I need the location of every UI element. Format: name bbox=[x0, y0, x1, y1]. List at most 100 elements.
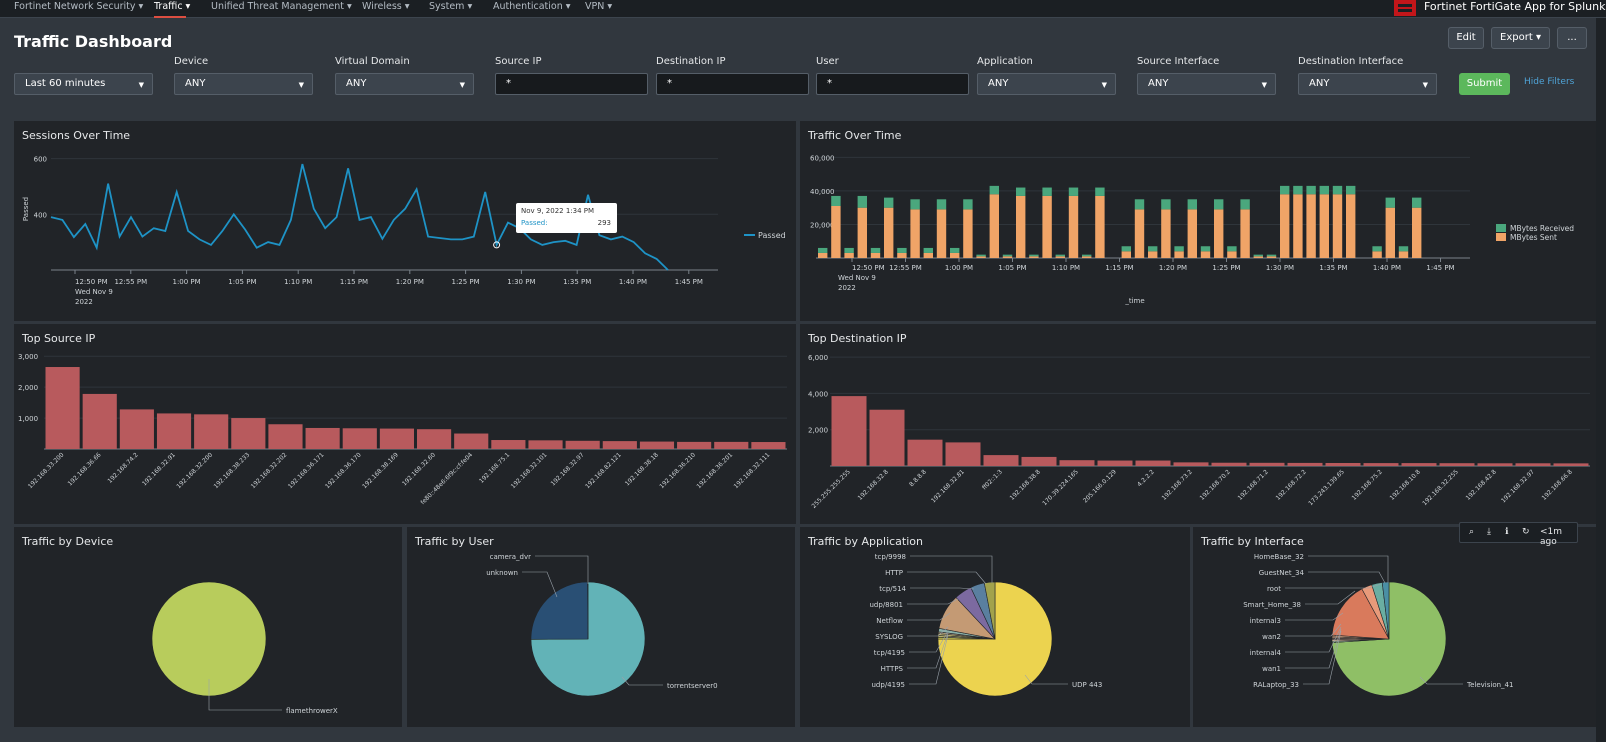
leader-line bbox=[910, 587, 975, 590]
x-tick-label: 1:00 PM bbox=[945, 264, 973, 272]
nav-wireless[interactable]: Wireless ▾ bbox=[362, 1, 410, 12]
export-button[interactable]: Export ▾ bbox=[1491, 27, 1550, 49]
pie-label: wan1 bbox=[1262, 665, 1281, 673]
nav-unified-threat-management[interactable]: Unified Threat Management ▾ bbox=[211, 1, 352, 12]
bar-mbytes-received bbox=[1214, 199, 1224, 210]
fortinet-logo-icon bbox=[1394, 0, 1416, 16]
bar-192-168-72-2 bbox=[1287, 462, 1323, 466]
bar-192-168-36-210 bbox=[677, 441, 712, 449]
bar-mbytes-sent bbox=[844, 252, 854, 258]
bar-mbytes-sent bbox=[884, 207, 894, 258]
pie-label: Smart_Home_38 bbox=[1243, 601, 1301, 609]
application-pie-chart[interactable]: tcp/9998 HTTP tcp/514 udp/8801 Netflow SYSLOG… bbox=[800, 527, 1190, 727]
destination-ip-input[interactable]: * bbox=[656, 73, 809, 95]
bar-mbytes-received bbox=[989, 185, 999, 195]
submit-button[interactable]: Submit bbox=[1459, 73, 1510, 95]
bar-192-168-10-8 bbox=[1401, 463, 1437, 466]
download-icon[interactable]: ⤓ bbox=[1487, 527, 1491, 537]
bar-205-166-0-129 bbox=[1097, 460, 1133, 466]
bar-mbytes-received bbox=[950, 247, 960, 253]
pie-label: internal3 bbox=[1250, 617, 1281, 625]
bar-mbytes-sent bbox=[1306, 194, 1316, 258]
sessions-line-chart[interactable]: 600 400 Passed 12:50 PM 12:55 PM 1:00 PM 1:05 … bbox=[14, 121, 796, 321]
bar-mbytes-sent bbox=[1055, 256, 1065, 258]
leader-line bbox=[1285, 612, 1344, 621]
sessions-over-time-panel: Sessions Over Time 600 400 Passed 12:50 PM 1… bbox=[14, 121, 796, 321]
nav-authentication[interactable]: Authentication ▾ bbox=[493, 1, 571, 12]
bar-mbytes-received bbox=[1412, 197, 1422, 208]
bar-mbytes-sent bbox=[1385, 207, 1395, 258]
more-actions-button[interactable]: ... bbox=[1557, 27, 1587, 49]
leader-line bbox=[907, 626, 949, 637]
x-tick-label: 1:15 PM bbox=[1105, 264, 1133, 272]
bar-ff02--1-3 bbox=[983, 455, 1019, 466]
source-ip-input[interactable]: * bbox=[495, 73, 648, 95]
bar-mbytes-sent bbox=[818, 252, 828, 258]
nav-traffic[interactable]: Traffic ▾ bbox=[154, 1, 191, 12]
y-tick-label: 6,000 bbox=[808, 354, 828, 362]
bar-mbytes-sent bbox=[1082, 256, 1092, 258]
hide-filters-link[interactable]: Hide Filters bbox=[1524, 77, 1575, 87]
bar-173-243-139-65 bbox=[1325, 463, 1361, 466]
application-dropdown[interactable]: ANY ▼ bbox=[977, 73, 1116, 95]
bar-192-168-32-81 bbox=[945, 442, 981, 466]
bar-mbytes-received bbox=[870, 247, 881, 253]
search-icon[interactable]: ⌕ bbox=[1469, 527, 1475, 537]
x-tick-label: 12:50 PM bbox=[852, 264, 885, 272]
vdom-dropdown[interactable]: ANY ▼ bbox=[335, 73, 474, 95]
source-interface-dropdown[interactable]: ANY ▼ bbox=[1137, 73, 1276, 95]
bar-192-168-42-8 bbox=[1477, 463, 1513, 466]
bar-mbytes-sent bbox=[1280, 194, 1290, 258]
vdom-value: ANY bbox=[346, 78, 367, 89]
x-tick-label: 12:55 PM bbox=[114, 278, 147, 286]
destination-interface-dropdown[interactable]: ANY ▼ bbox=[1298, 73, 1437, 95]
bar-192-168-38-169 bbox=[379, 428, 414, 449]
bar-mbytes-sent bbox=[989, 194, 999, 258]
bar-mbytes-received bbox=[910, 199, 920, 210]
x-tick-label: 192.168.32.8 bbox=[857, 468, 890, 501]
traffic-by-application-panel: Traffic by Application tcp/9998 HTTP tcp/5… bbox=[800, 527, 1190, 727]
traffic-stacked-bar-chart[interactable]: 60,000 40,000 20,000 12:50 PM 12:55 PM 1:00 P… bbox=[800, 121, 1596, 321]
bar-mbytes-sent bbox=[936, 209, 947, 258]
nav-vpn[interactable]: VPN ▾ bbox=[585, 1, 613, 12]
nav-fortinet-network-security[interactable]: Fortinet Network Security ▾ bbox=[14, 1, 144, 12]
pie-slice-torrentserver0 bbox=[530, 581, 646, 697]
device-pie-chart[interactable]: flamethrowerX bbox=[14, 527, 402, 727]
series-line-passed bbox=[50, 163, 669, 271]
nav-system[interactable]: System ▾ bbox=[429, 1, 473, 12]
user-input[interactable]: * bbox=[816, 73, 969, 95]
info-icon[interactable]: ℹ bbox=[1505, 527, 1509, 537]
leader-line bbox=[1285, 628, 1342, 669]
x-tick-label: 192.168.36.201 bbox=[695, 451, 734, 490]
user-filter-label: User bbox=[816, 56, 839, 67]
bar-192-168-32-91 bbox=[156, 413, 192, 449]
bar-mbytes-received bbox=[1174, 246, 1184, 252]
bar-mbytes-sent bbox=[950, 252, 960, 258]
bar-mbytes-received bbox=[884, 197, 894, 208]
x-tick-label: 192.168.32.97 bbox=[1500, 468, 1536, 504]
bar-mbytes-sent bbox=[1148, 251, 1158, 258]
refresh-icon[interactable]: ↻ bbox=[1522, 527, 1530, 537]
edit-button[interactable]: Edit bbox=[1448, 27, 1484, 49]
chevron-down-icon: ▼ bbox=[1101, 81, 1107, 89]
bar-4-2-2-2 bbox=[1135, 460, 1171, 466]
panel-title: Traffic Over Time bbox=[808, 129, 902, 142]
top-source-ip-panel: Top Source IP 3,000 2,000 1,000 192.168.33.… bbox=[14, 324, 796, 524]
traffic-over-time-panel: Traffic Over Time 60,000 40,000 20,000 12:5… bbox=[800, 121, 1596, 321]
bar-mbytes-sent bbox=[1121, 251, 1131, 258]
bar-mbytes-sent bbox=[1042, 195, 1052, 258]
bar-mbytes-received bbox=[936, 199, 947, 210]
x-tick-sublabel: Wed Nov 9 bbox=[75, 288, 113, 296]
device-dropdown[interactable]: ANY ▼ bbox=[174, 73, 313, 95]
x-tick-label: 1:40 PM bbox=[1373, 264, 1401, 272]
bar-mbytes-received bbox=[1082, 254, 1092, 257]
x-tick-label: 192.168.82.121 bbox=[584, 451, 623, 490]
bar-mbytes-received bbox=[1372, 246, 1382, 252]
leader-line bbox=[1308, 571, 1386, 584]
time-range-picker[interactable]: Last 60 minutes ▼ bbox=[14, 73, 153, 95]
x-tick-sublabel: 2022 bbox=[75, 298, 93, 306]
